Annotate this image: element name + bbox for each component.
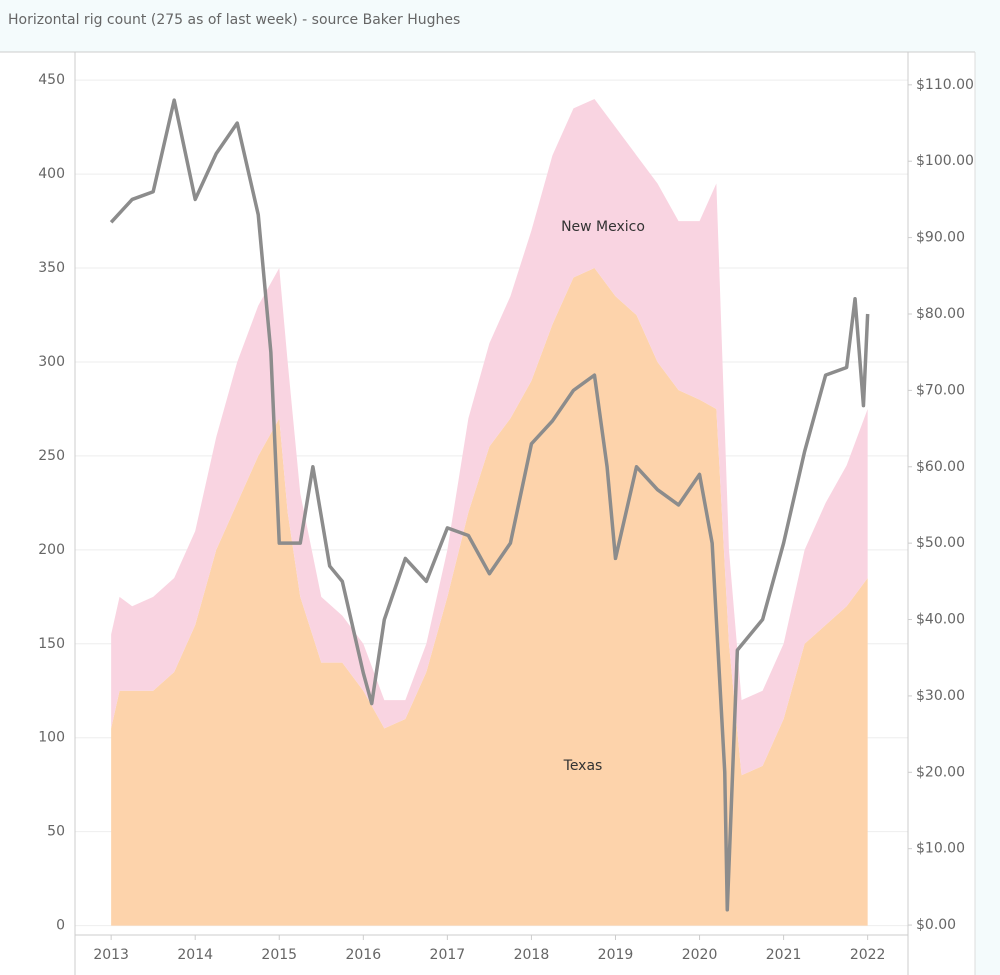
y-tick-label: 400 [38, 166, 65, 182]
y-tick-label: 350 [38, 260, 65, 276]
x-tick-label: 2018 [514, 947, 550, 963]
x-tick-label: 2020 [682, 947, 718, 963]
area-label: Texas [563, 758, 603, 774]
x-tick-label: 2013 [93, 947, 129, 963]
y-tick-label: 250 [38, 448, 65, 464]
y2-tick-label: $20.00 [916, 764, 965, 780]
area-label: New Mexico [561, 219, 645, 235]
y2-tick-label: $10.00 [916, 841, 965, 857]
x-tick-label: 2019 [598, 947, 634, 963]
y2-tick-label: $110.00 [916, 77, 974, 93]
y2-tick-label: $70.00 [916, 382, 965, 398]
y-tick-label: 100 [38, 730, 65, 746]
y2-tick-label: $30.00 [916, 688, 965, 704]
x-tick-label: 2014 [177, 947, 213, 963]
y2-tick-label: $80.00 [916, 306, 965, 322]
y2-tick-label: $100.00 [916, 153, 974, 169]
y2-tick-label: $90.00 [916, 230, 965, 246]
area [111, 268, 868, 926]
y-tick-label: 300 [38, 354, 65, 370]
y-tick-label: 0 [56, 918, 65, 934]
y2-tick-label: $40.00 [916, 612, 965, 628]
chart-title: Horizontal rig count (275 as of last wee… [8, 12, 460, 28]
x-tick-label: 2016 [345, 947, 381, 963]
price-line [109, 98, 870, 912]
y2-tick-label: $50.00 [916, 535, 965, 551]
x-tick-label: 2017 [430, 947, 466, 963]
y-tick-label: 150 [38, 636, 65, 652]
area [111, 98, 868, 776]
x-tick-label: 2022 [850, 947, 886, 963]
y-tick-label: 450 [38, 72, 65, 88]
y-tick-label: 200 [38, 542, 65, 558]
y-tick-label: 50 [47, 824, 65, 840]
y2-tick-label: $60.00 [916, 459, 965, 475]
y2-tick-label: $0.00 [916, 917, 956, 933]
x-tick-label: 2015 [261, 947, 297, 963]
x-tick-label: 2021 [766, 947, 802, 963]
